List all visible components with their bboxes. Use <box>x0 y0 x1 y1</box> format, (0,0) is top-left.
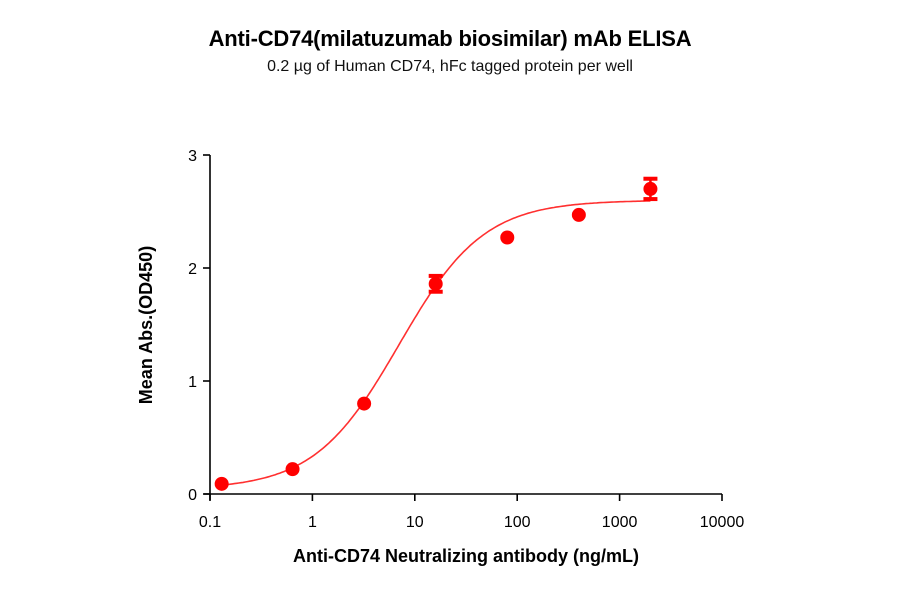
y-axis-label: Mean Abs.(OD450) <box>136 246 156 404</box>
x-tick-label: 10 <box>406 514 424 531</box>
y-tick-label: 3 <box>188 148 197 165</box>
fit-curve <box>221 200 651 486</box>
x-tick-label: 0.1 <box>199 514 221 531</box>
x-axis-label: Anti-CD74 Neutralizing antibody (ng/mL) <box>293 546 639 566</box>
axis-ticks: 0.1 1 10 100 1000 10000 0 1 2 3 <box>188 148 744 531</box>
x-tick-label: 1 <box>308 514 317 531</box>
axes <box>204 155 722 500</box>
data-point <box>285 462 300 477</box>
data-point <box>214 476 229 491</box>
data-points <box>214 176 658 491</box>
y-tick-label: 0 <box>188 487 197 504</box>
chart-title: Anti-CD74(milatuzumab biosimilar) mAb EL… <box>208 26 692 51</box>
data-point <box>643 176 658 202</box>
data-point <box>428 273 443 294</box>
y-tick-label: 2 <box>188 261 197 278</box>
data-point <box>571 207 586 222</box>
x-tick-label: 1000 <box>602 514 638 531</box>
y-tick-label: 1 <box>188 374 197 391</box>
data-point <box>357 396 372 411</box>
chart-subtitle: 0.2 µg of Human CD74, hFc tagged protein… <box>267 58 633 75</box>
x-tick-label: 100 <box>504 514 531 531</box>
data-point <box>500 230 515 245</box>
x-tick-label: 10000 <box>700 514 745 531</box>
